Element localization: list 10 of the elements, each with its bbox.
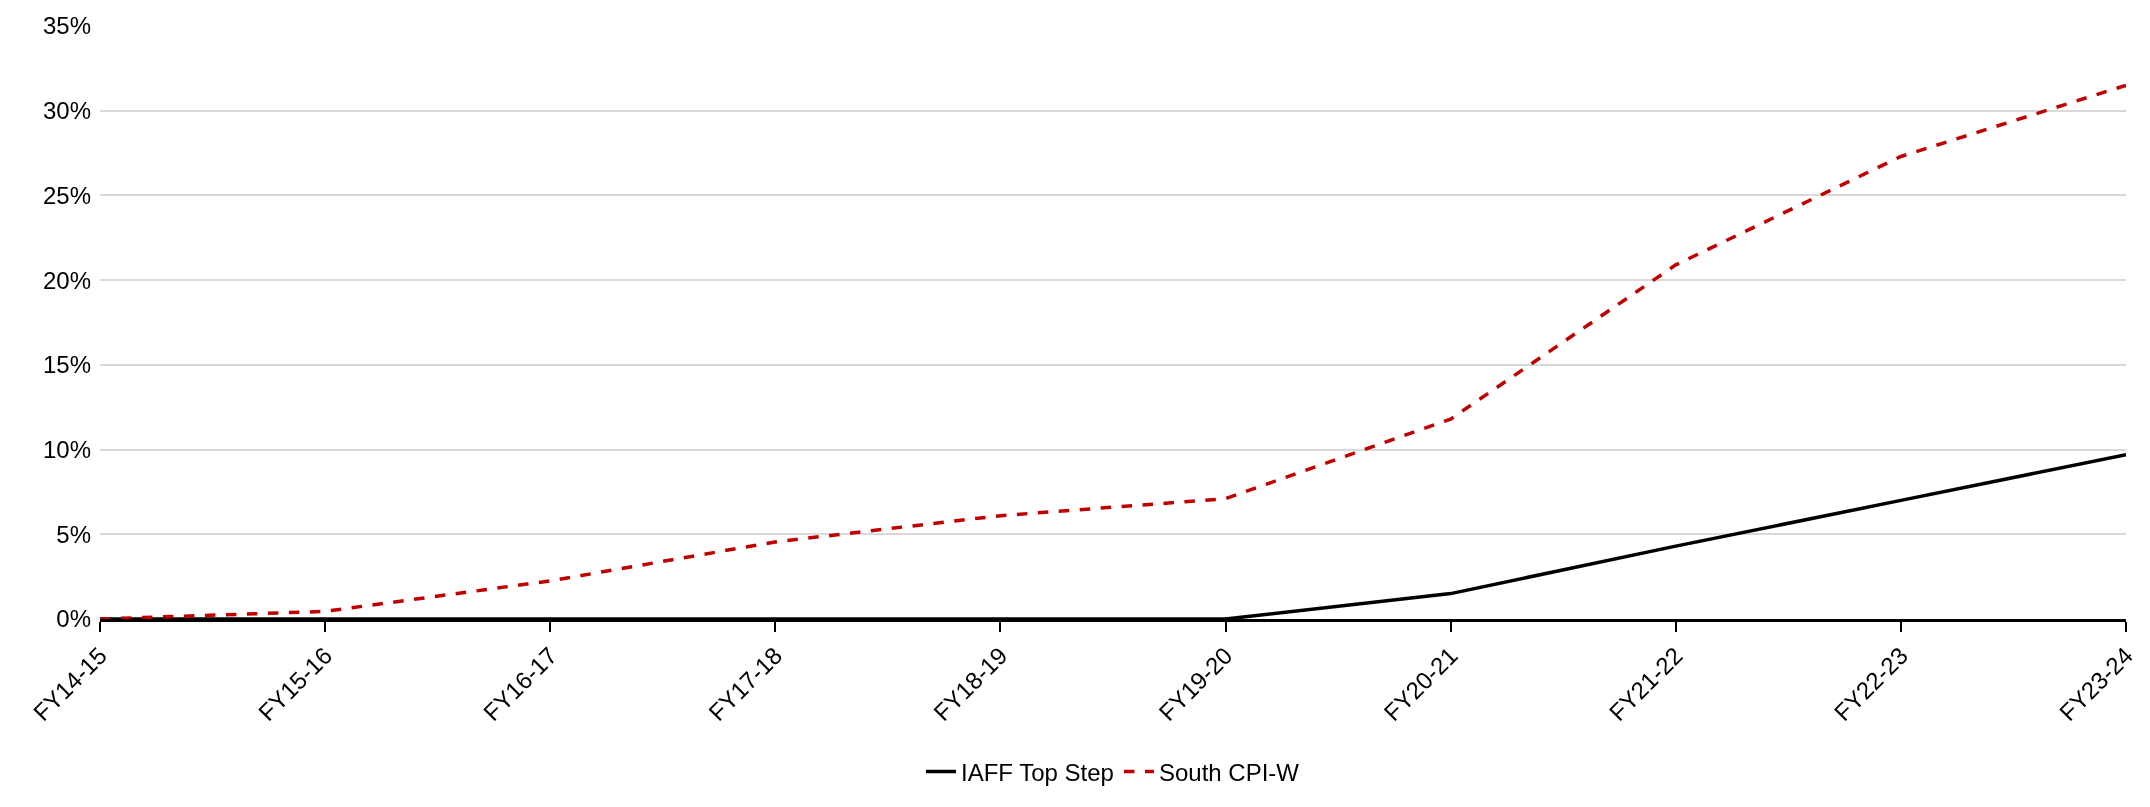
legend-label: South CPI-W [1158,758,1300,786]
legend-label: IAFF Top Step [961,758,1114,786]
y-tick-label: 35% [42,12,91,40]
y-tick-label: 10% [42,435,91,463]
y-tick-label: 0% [56,605,91,633]
y-tick-label: 20% [42,266,91,294]
y-tick-label: 30% [42,97,91,125]
y-tick-label: 5% [56,520,91,548]
y-tick-label: 25% [42,181,91,209]
y-tick-label: 15% [42,351,91,379]
